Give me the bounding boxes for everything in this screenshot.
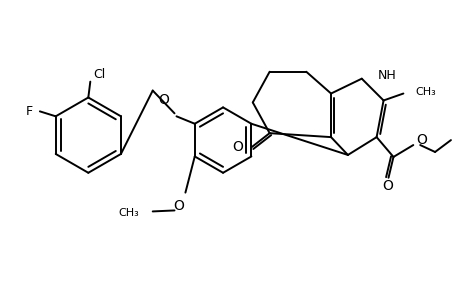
Text: NH: NH: [377, 69, 396, 82]
Text: CH₃: CH₃: [414, 86, 435, 97]
Text: Cl: Cl: [93, 68, 105, 81]
Text: O: O: [381, 179, 392, 193]
Text: O: O: [415, 133, 426, 147]
Text: O: O: [231, 140, 242, 154]
Text: O: O: [158, 94, 169, 107]
Text: CH₃: CH₃: [118, 208, 139, 218]
Text: O: O: [173, 200, 184, 214]
Text: F: F: [26, 105, 33, 118]
